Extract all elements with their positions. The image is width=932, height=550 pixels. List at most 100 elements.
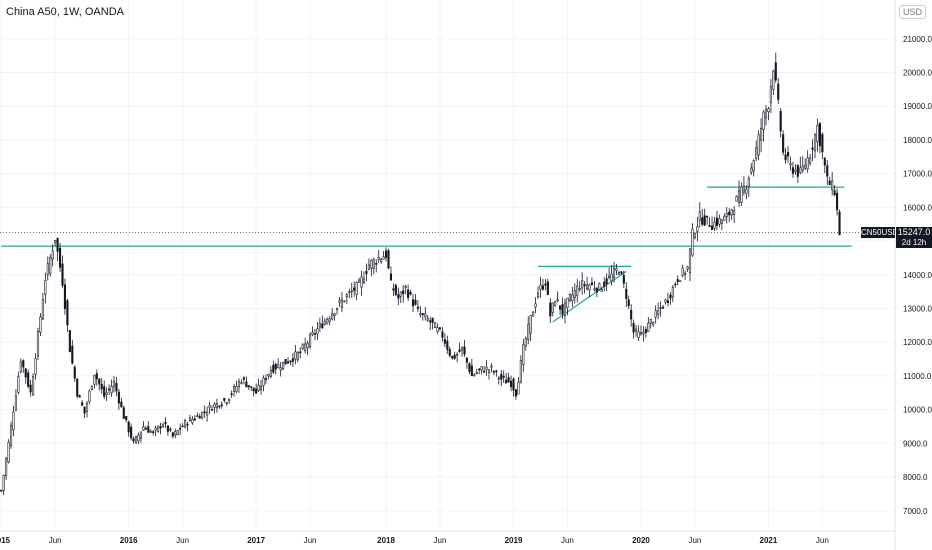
candle-body	[823, 158, 826, 166]
candle-body	[473, 374, 476, 377]
candle-body	[289, 360, 292, 363]
candle-body	[806, 157, 809, 170]
candle-body	[353, 287, 356, 291]
candle-body	[742, 185, 745, 193]
candle-body	[666, 300, 669, 303]
time-axis[interactable]: 2015 Jun 2016 Jun 2017 Jun 2018 Jun 2019 Jun 2020 J…	[0, 536, 829, 545]
candle-body	[198, 416, 201, 419]
price-tick-label: 17000.0	[903, 170, 932, 179]
candle-body	[132, 438, 135, 442]
candle-body	[735, 195, 738, 202]
candle-body	[291, 358, 294, 362]
candle-body	[757, 134, 760, 156]
candle-body	[389, 273, 393, 281]
candle-body	[201, 411, 204, 418]
candle-body	[377, 257, 380, 260]
candle-body	[691, 228, 694, 256]
candle-body	[279, 367, 282, 371]
candle-body	[95, 373, 98, 380]
candle-body	[728, 211, 731, 216]
symbol-label: CN50USD	[861, 227, 899, 238]
candle-body	[796, 165, 799, 177]
candle-body	[169, 428, 172, 431]
candle-body	[794, 169, 797, 172]
candle-body	[171, 432, 174, 437]
candle-body	[654, 310, 657, 318]
candle-body	[563, 302, 567, 316]
candle-body	[752, 160, 755, 172]
candle-body	[105, 392, 108, 395]
candle-body	[41, 299, 44, 320]
candle-body	[225, 402, 228, 405]
candle-body	[497, 377, 500, 380]
candle-body	[159, 426, 162, 429]
candle-body	[259, 386, 263, 391]
candle-body	[833, 190, 836, 196]
candle-body	[421, 313, 424, 315]
candle-body	[90, 385, 93, 391]
candle-body	[301, 344, 304, 350]
candle-body	[370, 260, 373, 269]
candle-body	[218, 405, 221, 408]
candle-body	[294, 351, 297, 360]
candle-body	[179, 427, 182, 430]
candle-body	[122, 407, 125, 419]
candle-body	[343, 300, 346, 303]
candle-body	[635, 328, 638, 332]
candle-body	[446, 340, 449, 350]
candle-body	[147, 426, 150, 433]
candle-body	[108, 388, 111, 391]
candle-body	[723, 215, 726, 221]
candle-body	[402, 290, 405, 295]
candle-body	[750, 167, 753, 173]
candle-body	[490, 365, 493, 368]
candle-body	[809, 157, 812, 164]
candle-body	[29, 384, 32, 393]
price-tick-label: 16000.0	[903, 203, 932, 212]
candle-body	[272, 364, 275, 373]
candle-body	[223, 398, 226, 401]
candle-body	[233, 386, 236, 392]
candle-body	[747, 178, 750, 187]
candle-body	[684, 272, 687, 275]
candle-body	[137, 434, 140, 442]
candle-body	[184, 420, 187, 428]
candle-body	[284, 359, 287, 365]
candle-body	[277, 364, 280, 369]
candle-body	[188, 417, 192, 422]
candle-body	[12, 411, 15, 431]
candle-body	[176, 430, 179, 436]
time-tick-label: 2020	[632, 536, 650, 545]
candle-body	[318, 323, 321, 328]
candle-body	[713, 221, 716, 229]
price-tick-label: 9000.0	[903, 439, 928, 448]
candle-body	[760, 127, 763, 141]
candle-body	[637, 331, 640, 338]
price-tick-label: 18000.0	[903, 136, 932, 145]
candle-body	[362, 278, 366, 284]
candle-body	[782, 134, 785, 153]
candle-body	[573, 290, 576, 298]
candle-body	[434, 322, 437, 328]
candle-body	[688, 248, 692, 273]
candle-body	[247, 385, 250, 388]
candle-body	[478, 368, 481, 371]
candle-body	[58, 248, 62, 268]
candle-body	[737, 190, 741, 203]
candle-body	[186, 423, 189, 426]
currency-badge[interactable]: USD	[898, 5, 926, 19]
candle-body	[34, 358, 37, 375]
candle-body	[49, 257, 52, 274]
time-tick-label: 2015	[0, 536, 11, 545]
candle-body	[622, 275, 625, 284]
time-tick-label: 2016	[120, 536, 138, 545]
candle-body	[762, 111, 765, 130]
chart-title: China A50, 1W, OANDA	[6, 6, 124, 18]
candle-body	[811, 147, 814, 150]
candle-body	[566, 297, 569, 309]
price-axis[interactable]: 7000.0 8000.0 9000.0 10000.0 11000.0 12000.0 1…	[903, 35, 932, 516]
candle-body	[206, 411, 209, 416]
candle-body	[83, 406, 86, 414]
candle-body	[532, 311, 535, 317]
